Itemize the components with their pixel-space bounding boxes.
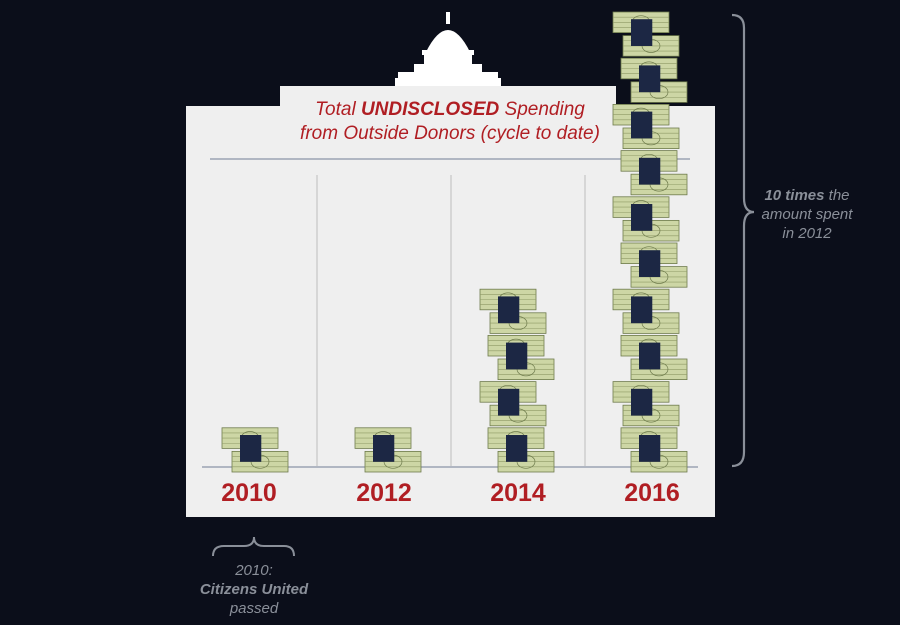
bar-2010 [221,427,289,473]
x-tick-label-2014: 2014 [490,479,546,507]
bar-2014 [479,288,555,473]
chart-title: Total UNDISCLOSED Spending [315,99,585,120]
x-tick-label-2016: 2016 [624,479,680,507]
chart-bars [221,11,688,473]
bottom-annotation: 2010: Citizens United passed [199,562,309,617]
capitol-icon [395,12,501,86]
bar-2012 [354,427,422,473]
bar-2016 [612,11,688,473]
right-annotation: 10 times the amount spent in 2012 [761,187,853,242]
x-tick-label-2010: 2010 [221,479,277,507]
x-tick-label-2012: 2012 [356,479,412,507]
chart-subtitle: from Outside Donors (cycle to date) [300,123,600,144]
bottom-brace [212,536,295,557]
right-brace [731,13,755,468]
